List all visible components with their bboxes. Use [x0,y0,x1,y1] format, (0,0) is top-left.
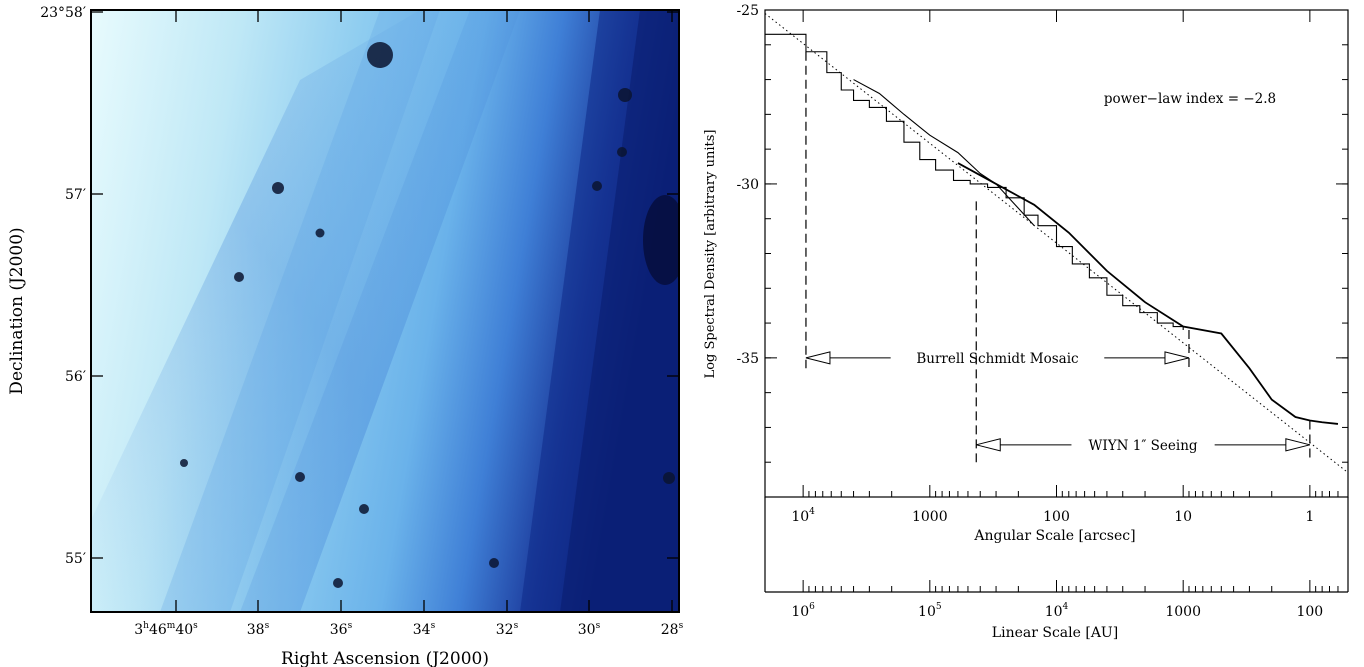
spectrum-series-3 [957,162,1339,425]
plot-area: Burrell Schmidt Mosaic WIYN 1″ Seeing [764,13,1349,474]
star [180,459,188,467]
ra-axis: 3h46m40s 38s 36s 34s 32s 30s 28s [134,10,684,638]
y-tick-label: -25 [736,3,759,19]
spectrum-series-2 [853,79,1035,227]
plot-frame [764,9,1349,498]
dec-tick-label: 23°58′ [40,5,86,21]
y-axis: -25 -30 -35 [736,3,1348,498]
angular-scale-axis: 104 1000 100 10 1 [764,10,1349,525]
x-axis-label: Angular Scale [arcsec] [973,528,1135,544]
dec-axis-label: Declination (J2000) [7,227,27,394]
range-arrow-head [976,438,1001,452]
y-tick-label: -35 [736,351,759,367]
dec-tick-label: 55′ [65,551,86,567]
ra-tick-label: 36s [330,621,353,638]
x2-tick-label: 105 [918,602,942,620]
dec-axis: 23°58′ 57′ 56′ 55′ [40,5,679,567]
star [272,182,284,194]
x2-tick-label: 1000 [1165,604,1201,620]
ra-tick-label: 30s [578,621,601,638]
star [333,578,343,588]
y-axis-label: Log Spectral Density [arbitrary units] [703,130,718,379]
dark-cloud [643,195,679,285]
range-label: Burrell Schmidt Mosaic [916,351,1078,367]
x2-tick-label: 106 [791,602,815,620]
power-spectrum-chart: -25 -30 -35 104 1000 100 10 1 106 105 104 1000 100… [703,3,1349,641]
star [617,147,627,157]
star [489,558,499,568]
y-tick-label: -30 [736,177,759,193]
spectrum-series-1 [765,33,1184,331]
star [618,88,632,102]
star [367,42,393,68]
ra-tick-label: 28s [661,621,684,638]
star [359,504,369,514]
x2-tick-label: 100 [1296,604,1323,620]
range-arrow-head [805,351,831,365]
x-tick-label: 1 [1305,509,1314,525]
dec-tick-label: 57′ [65,187,86,203]
x-tick-label: 104 [791,507,815,525]
dec-tick-label: 56′ [65,369,86,385]
linear-scale-axis: 106 105 104 1000 100 [764,580,1349,620]
star [592,181,602,191]
sky-image-panel: 3h46m40s 38s 36s 34s 32s 30s 28s 23°58′ 57′ 56′ 5… [7,5,684,667]
range-label: WIYN 1″ Seeing [1089,438,1198,454]
nebula-image [91,10,679,612]
image-frame [90,9,680,613]
ra-tick-label: 32s [496,621,519,638]
x-tick-label: 1000 [912,509,948,525]
ra-tick-label: 38s [247,621,270,638]
range-arrow-head [1164,351,1190,365]
star [663,472,675,484]
x-tick-label: 100 [1043,509,1070,525]
power-law-annotation: power−law index = −2.8 [1104,91,1276,107]
stars [180,42,679,588]
ra-tick-label: 34s [413,621,436,638]
star [234,272,244,282]
x2-axis-label: Linear Scale [AU] [992,625,1118,641]
star [295,472,305,482]
ra-tick-label: 3h46m40s [134,621,198,638]
ra-axis-label: Right Ascension (J2000) [281,649,489,667]
star [315,228,325,238]
range-arrow-head [1285,438,1310,452]
x-tick-label: 10 [1174,509,1192,525]
x2-tick-label: 104 [1045,602,1069,620]
